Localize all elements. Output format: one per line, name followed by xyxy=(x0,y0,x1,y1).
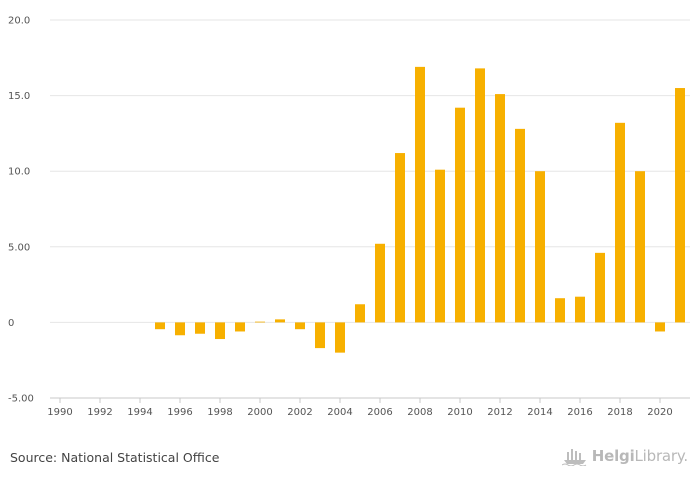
y-axis-ticks: -5.00 0 5.00 10.0 15.0 20.0 xyxy=(8,16,34,405)
bar-1998 xyxy=(215,322,225,340)
x-tick-label: 1998 xyxy=(207,407,232,418)
y-tick-label: 0 xyxy=(8,318,14,329)
x-tick-label: 2004 xyxy=(327,407,352,418)
bar-1997 xyxy=(195,322,205,334)
y-tick-label: 15.0 xyxy=(8,91,30,102)
bar-2013 xyxy=(515,128,525,323)
bar-2020 xyxy=(655,322,665,332)
bar-2009 xyxy=(435,169,445,323)
x-tick-label: 2010 xyxy=(447,407,472,418)
x-axis: 1990 1992 1994 1996 1998 2000 2002 2004 2006 2008… xyxy=(47,397,690,418)
bar-1996 xyxy=(175,322,185,336)
bar-2017 xyxy=(595,252,605,323)
helgi-library-logo[interactable]: HelgiLibrary. xyxy=(561,446,689,466)
bar-2006 xyxy=(375,243,385,323)
logo-text-rest: Library. xyxy=(634,447,689,465)
y-tick-label: -5.00 xyxy=(8,394,34,405)
bar-2011 xyxy=(475,68,485,323)
x-tick-label: 2006 xyxy=(367,407,392,418)
bar-1999 xyxy=(235,322,245,332)
x-tick-label: 2014 xyxy=(527,407,552,418)
source-note: Source: National Statistical Office xyxy=(10,450,220,465)
bar-2002 xyxy=(295,322,305,330)
bars xyxy=(155,66,685,353)
x-tick-label: 1994 xyxy=(127,407,152,418)
x-tick-label: 2018 xyxy=(607,407,632,418)
x-tick-label: 2012 xyxy=(487,407,512,418)
bar-2003 xyxy=(315,322,325,349)
footer: Source: National Statistical Office Helg… xyxy=(0,440,700,483)
bar-2021 xyxy=(675,88,685,323)
grid-lines xyxy=(50,19,690,323)
bar-2015 xyxy=(555,298,565,323)
bar-2000 xyxy=(255,321,265,323)
helgi-ship-icon xyxy=(561,449,587,466)
logo-text-bold: Helgi xyxy=(591,447,635,465)
bar-2010 xyxy=(455,107,465,323)
y-tick-label: 5.00 xyxy=(8,242,30,253)
x-tick-label: 1990 xyxy=(47,407,72,418)
bar-2007 xyxy=(395,153,405,323)
bar-1995 xyxy=(155,322,165,330)
bar-2019 xyxy=(635,171,645,323)
bar-2016 xyxy=(575,296,585,323)
y-tick-label: 10.0 xyxy=(8,167,30,178)
bar-2018 xyxy=(615,122,625,323)
x-tick-label: 2008 xyxy=(407,407,432,418)
bar-2004 xyxy=(335,322,345,353)
bar-2014 xyxy=(535,171,545,323)
x-tick-label: 1996 xyxy=(167,407,192,418)
x-tick-label: 2020 xyxy=(647,407,672,418)
x-tick-label: 1992 xyxy=(87,407,112,418)
bar-2012 xyxy=(495,94,505,323)
x-tick-label: 2002 xyxy=(287,407,312,418)
bar-2001 xyxy=(275,319,285,323)
y-tick-label: 20.0 xyxy=(8,16,30,27)
x-tick-label: 2016 xyxy=(567,407,592,418)
bar-2005 xyxy=(355,304,365,323)
x-tick-label: 2000 xyxy=(247,407,272,418)
bar-2008 xyxy=(415,66,425,323)
